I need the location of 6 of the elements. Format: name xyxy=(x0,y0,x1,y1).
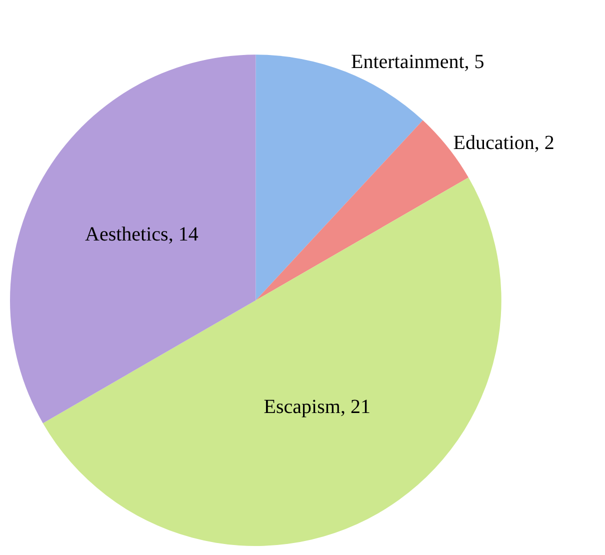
pie-slice xyxy=(10,54,256,424)
slice-label: Entertainment, 5 xyxy=(350,51,484,74)
slice-label: Education, 2 xyxy=(453,132,554,154)
slice-label: Aesthetics, 14 xyxy=(85,224,198,246)
pie-slice xyxy=(42,178,502,546)
slice-label: Escapism, 21 xyxy=(264,396,370,418)
